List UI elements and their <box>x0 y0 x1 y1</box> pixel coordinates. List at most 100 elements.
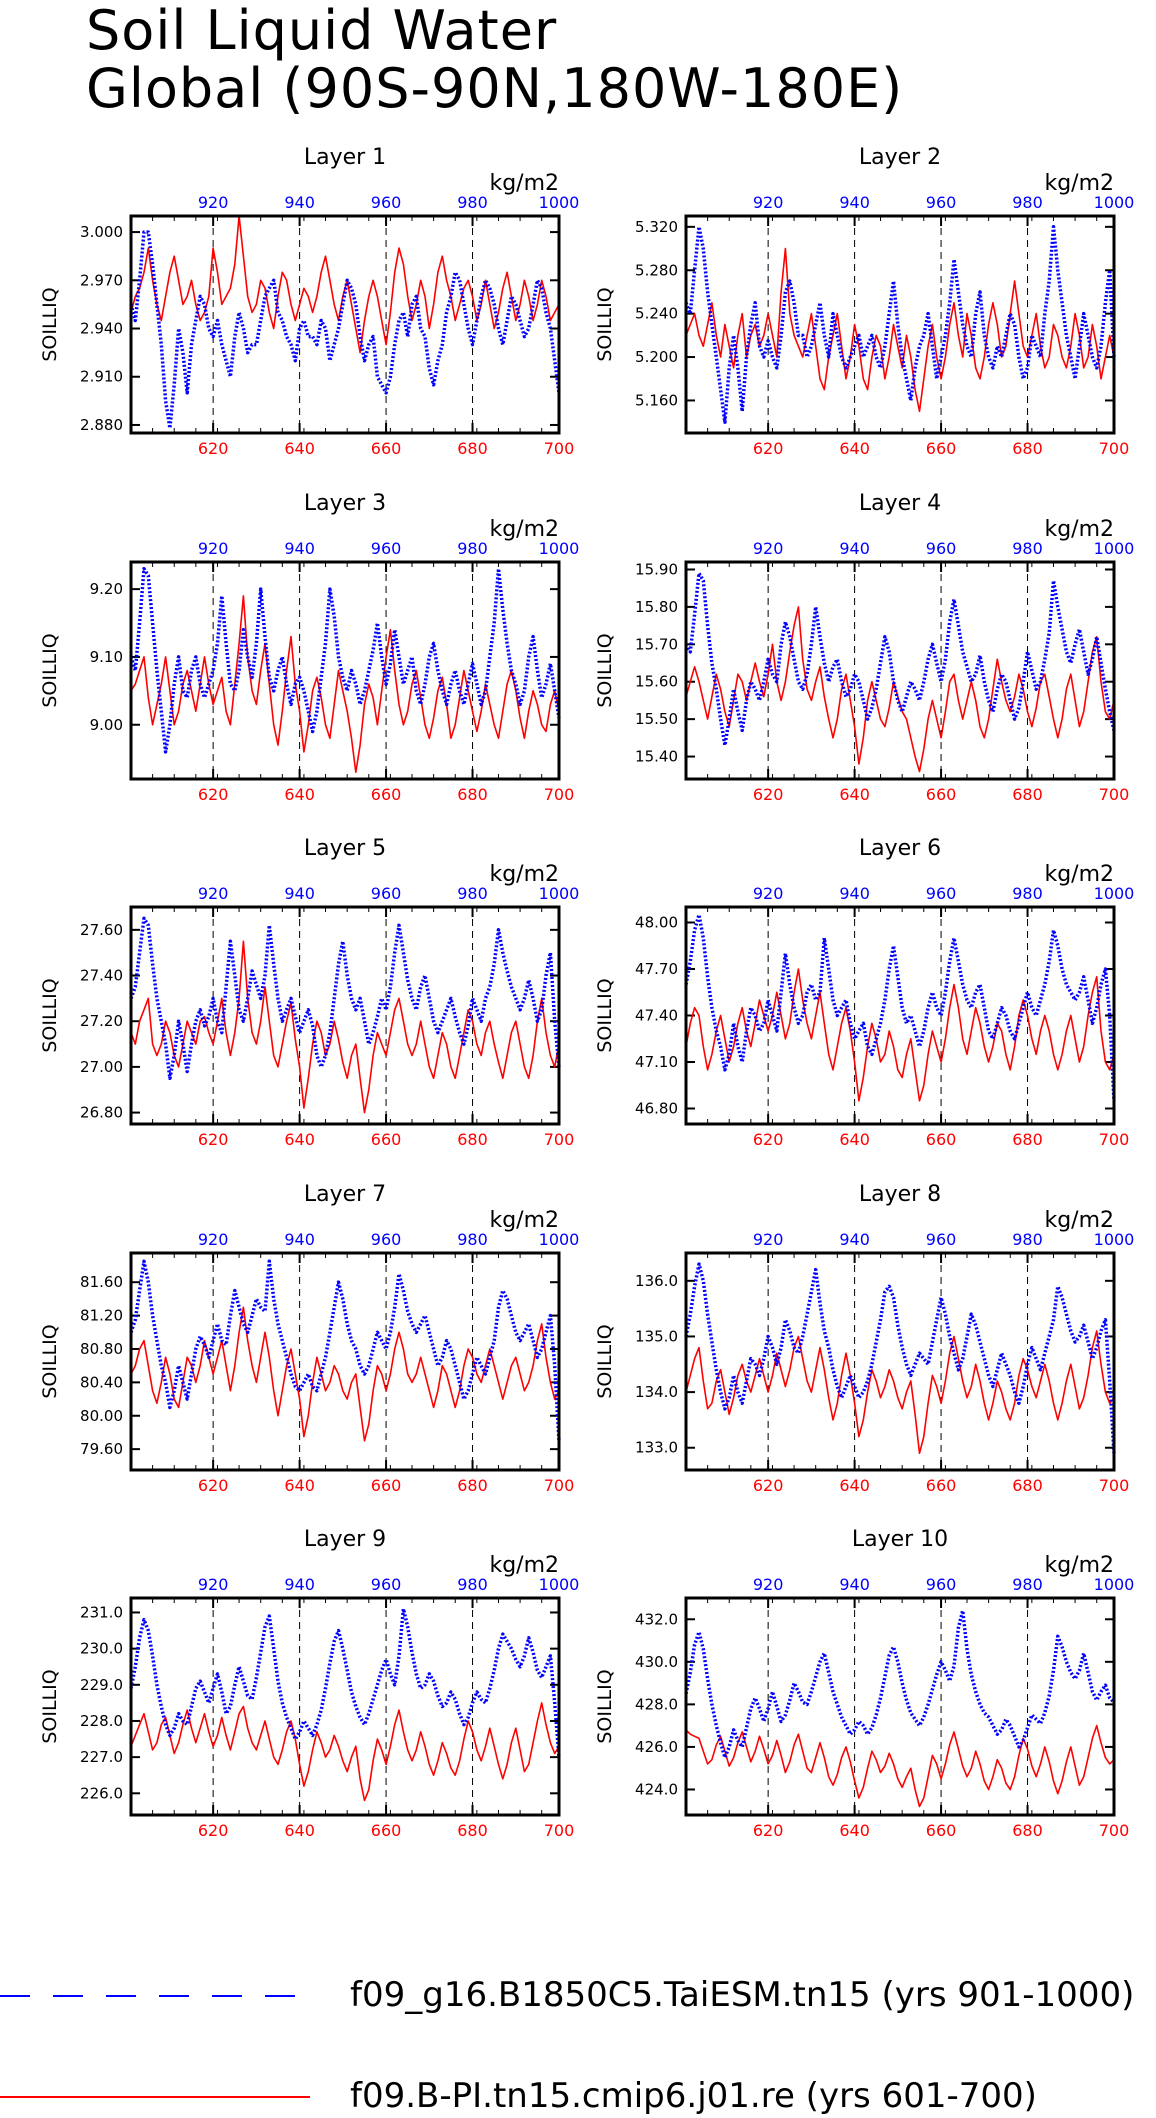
x-tick-label-bottom: 700 <box>1099 439 1130 458</box>
series-line-b <box>685 968 1115 1102</box>
x-tick-label-top: 920 <box>753 884 784 903</box>
series-line-a <box>129 230 561 430</box>
x-tick-label-bottom: 620 <box>753 1130 784 1149</box>
chart-panel: Layer 4 kg/m2 SOILLIQ 15.90 15.80 15.70 15.60 1… <box>594 491 1134 804</box>
y-tick-label: 426.0 <box>635 1738 678 1756</box>
x-tick-label-bottom: 620 <box>753 785 784 804</box>
y-tick-label: 79.60 <box>80 1440 123 1458</box>
y-tick-label: 424.0 <box>635 1780 678 1798</box>
x-tick-label-bottom: 680 <box>457 1476 488 1495</box>
units-label: kg/m2 <box>489 171 559 196</box>
y-tick-label: 81.20 <box>80 1307 123 1325</box>
y-tick-label: 15.80 <box>635 598 678 616</box>
x-tick-label-top: 960 <box>371 539 402 558</box>
panel-title: Layer 1 <box>304 145 386 170</box>
series-line-b <box>685 1330 1115 1455</box>
x-tick-label-bottom: 640 <box>284 1821 315 1840</box>
x-tick-label-top: 980 <box>457 1230 488 1249</box>
x-tick-label-top: 960 <box>371 1575 402 1594</box>
y-tick-label: 9.00 <box>90 716 123 734</box>
series-line-a <box>684 1262 1116 1454</box>
y-tick-label: 80.40 <box>80 1373 123 1391</box>
y-tick-label: 136.0 <box>635 1272 678 1290</box>
x-tick-label-bottom: 640 <box>839 1821 870 1840</box>
x-tick-label-top: 960 <box>371 193 402 212</box>
plot-frame <box>684 560 1116 781</box>
y-tick-label: 2.880 <box>80 416 123 434</box>
x-tick-label-top: 1000 <box>539 1230 580 1249</box>
x-tick-label-bottom: 620 <box>198 439 229 458</box>
x-tick-label-top: 960 <box>926 193 957 212</box>
x-tick-label-bottom: 700 <box>1099 1476 1130 1495</box>
x-tick-label-bottom: 680 <box>457 439 488 458</box>
x-tick-label-bottom: 660 <box>926 1476 957 1495</box>
x-tick-label-bottom: 660 <box>926 1821 957 1840</box>
x-tick-label-top: 940 <box>839 884 870 903</box>
series-line-b <box>685 1724 1115 1808</box>
series-line-a <box>129 916 561 1081</box>
x-tick-label-bottom: 680 <box>1012 1130 1043 1149</box>
y-axis-label: SOILLIQ <box>39 287 61 361</box>
x-tick-label-bottom: 660 <box>371 1821 402 1840</box>
y-tick-label: 135.0 <box>635 1327 678 1345</box>
legend: f09_g16.B1850C5.TaiESM.tn15 (yrs 901-100… <box>0 1975 1134 2116</box>
series-line-b <box>130 1306 560 1442</box>
x-tick-label-bottom: 680 <box>457 785 488 804</box>
y-tick-label: 81.60 <box>80 1273 123 1291</box>
plot-frame <box>129 1596 561 1817</box>
series-line-a <box>129 1607 561 1758</box>
x-tick-label-bottom: 700 <box>544 1821 575 1840</box>
y-tick-label: 2.940 <box>80 320 123 338</box>
x-tick-label-top: 980 <box>457 884 488 903</box>
y-tick-label: 46.80 <box>635 1100 678 1118</box>
y-tick-label: 80.00 <box>80 1407 123 1425</box>
x-tick-label-top: 960 <box>926 1230 957 1249</box>
figure-title: Soil Liquid Water Global (90S-90N,180W-1… <box>86 2 903 118</box>
x-tick-label-top: 960 <box>926 539 957 558</box>
panel-title: Layer 7 <box>304 1182 386 1207</box>
x-tick-label-bottom: 680 <box>1012 439 1043 458</box>
series-line-a <box>684 1609 1116 1760</box>
chart-panel: Layer 6 kg/m2 SOILLIQ 48.00 47.70 47.40 47.10 4… <box>594 836 1134 1149</box>
y-tick-label: 26.80 <box>80 1104 123 1122</box>
x-tick-label-bottom: 640 <box>284 439 315 458</box>
chart-panel: Layer 2 kg/m2 SOILLIQ 5.320 5.280 5.240 5.200 5… <box>594 145 1134 458</box>
x-tick-label-bottom: 620 <box>198 1130 229 1149</box>
panel-title: Layer 5 <box>304 836 386 861</box>
chart-panel: Layer 9 kg/m2 SOILLIQ 231.0 230.0 229.0 228.0 2… <box>39 1527 579 1840</box>
x-tick-label-top: 920 <box>753 193 784 212</box>
y-tick-label: 430.0 <box>635 1653 678 1671</box>
x-tick-label-top: 1000 <box>1094 539 1135 558</box>
x-tick-label-top: 960 <box>926 884 957 903</box>
y-tick-label: 2.970 <box>80 271 123 289</box>
y-tick-label: 428.0 <box>635 1695 678 1713</box>
y-tick-label: 15.50 <box>635 710 678 728</box>
chart-panel: Layer 1 kg/m2 SOILLIQ 3.000 2.970 2.940 2.910 2… <box>39 145 579 458</box>
x-tick-label-bottom: 640 <box>839 439 870 458</box>
series-line-b <box>130 595 560 774</box>
x-tick-label-bottom: 620 <box>753 1476 784 1495</box>
x-tick-label-top: 940 <box>284 1575 315 1594</box>
panel-title: Layer 4 <box>859 491 941 516</box>
legend-label-a: f09_g16.B1850C5.TaiESM.tn15 (yrs 901-100… <box>350 1975 1134 2015</box>
x-tick-label-bottom: 640 <box>839 1476 870 1495</box>
y-tick-label: 47.70 <box>635 960 678 978</box>
y-tick-label: 2.910 <box>80 368 123 386</box>
x-tick-label-bottom: 660 <box>371 785 402 804</box>
x-tick-label-top: 1000 <box>1094 1575 1135 1594</box>
x-tick-label-bottom: 620 <box>198 785 229 804</box>
x-tick-label-bottom: 700 <box>544 1476 575 1495</box>
x-tick-label-bottom: 640 <box>839 1130 870 1149</box>
plot-frame <box>129 560 561 781</box>
x-tick-label-bottom: 680 <box>1012 785 1043 804</box>
title-line-2: Global (90S-90N,180W-180E) <box>86 57 904 120</box>
x-tick-label-top: 920 <box>198 1575 229 1594</box>
x-tick-label-top: 920 <box>198 193 229 212</box>
x-tick-label-top: 940 <box>284 193 315 212</box>
y-tick-label: 5.200 <box>635 348 678 366</box>
x-tick-label-bottom: 700 <box>544 439 575 458</box>
y-axis-label: SOILLIQ <box>594 978 616 1052</box>
y-tick-label: 27.00 <box>80 1058 123 1076</box>
units-label: kg/m2 <box>1044 862 1114 887</box>
